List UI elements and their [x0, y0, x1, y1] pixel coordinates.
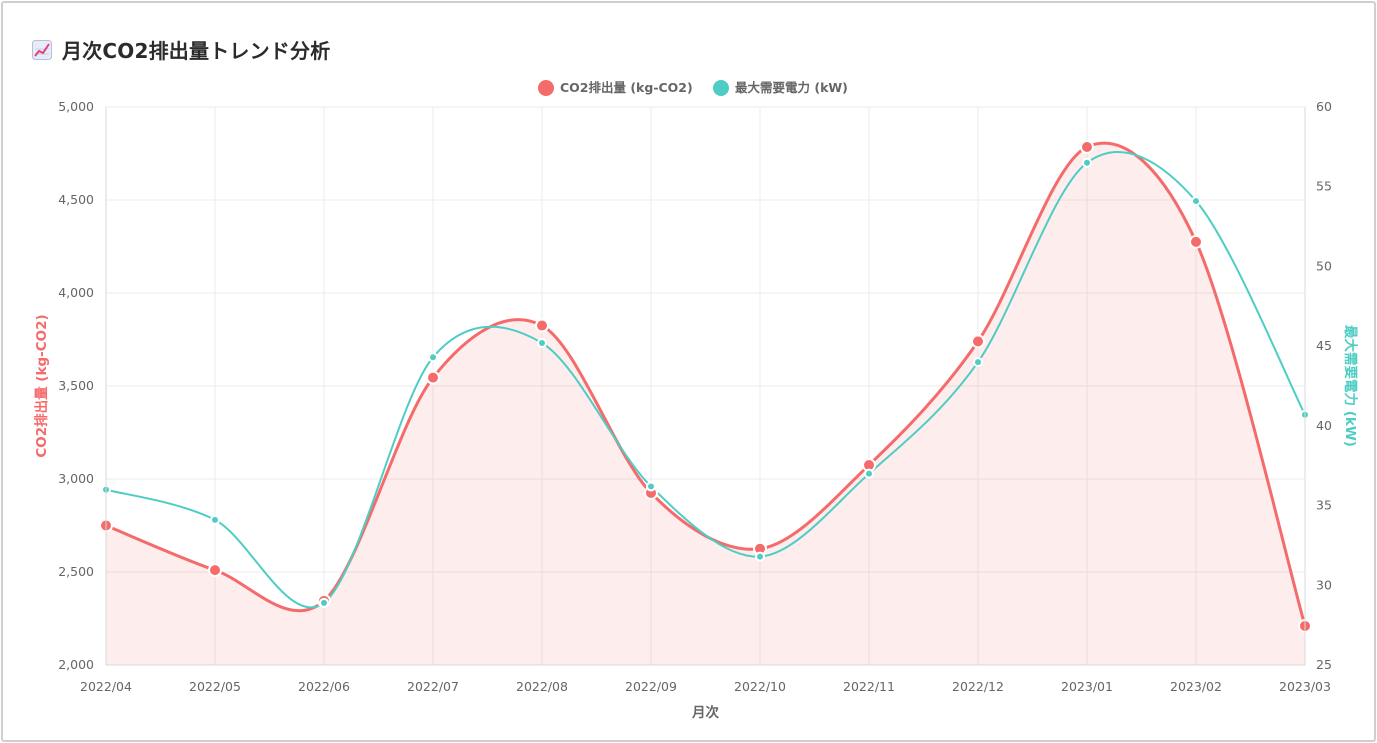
- demand-data-point[interactable]: [537, 337, 547, 348]
- legend-item-co2[interactable]: CO2排出量 (kg-CO2): [538, 80, 693, 96]
- legend-label: CO2排出量 (kg-CO2): [560, 80, 693, 95]
- y-left-tick-label: 5,000: [58, 99, 94, 114]
- y-right-tick-label: 45: [1316, 338, 1332, 353]
- y-left-tick-label: 4,500: [58, 192, 94, 207]
- y-left-tick-label: 2,500: [58, 564, 94, 579]
- y-right-tick-label: 35: [1316, 498, 1332, 513]
- y-right-tick-label: 30: [1316, 577, 1332, 592]
- x-tick-label: 2023/01: [1061, 679, 1113, 694]
- legend-marker: [538, 80, 554, 96]
- demand-data-point[interactable]: [864, 468, 874, 479]
- x-tick-label: 2022/04: [80, 679, 132, 694]
- x-tick-label: 2022/05: [189, 679, 241, 694]
- x-tick-label: 2022/10: [734, 679, 786, 694]
- y-right-axis-title: 最大需要電力 (kW): [1342, 325, 1359, 447]
- x-tick-label: 2022/12: [952, 679, 1004, 694]
- series-area-fill: [106, 143, 1305, 666]
- demand-data-point[interactable]: [973, 357, 983, 368]
- x-tick-label: 2022/08: [516, 679, 568, 694]
- x-tick-label: 2022/09: [625, 679, 677, 694]
- y-left-tick-label: 4,000: [58, 285, 94, 300]
- y-left-tick-label: 3,500: [58, 378, 94, 393]
- co2-data-point[interactable]: [426, 370, 440, 385]
- demand-data-point[interactable]: [210, 514, 220, 525]
- y-right-tick-label: 50: [1316, 258, 1332, 273]
- x-axis-title: 月次: [691, 704, 720, 721]
- legend-marker: [713, 80, 729, 96]
- y-right-tick-label: 60: [1316, 99, 1332, 114]
- x-tick-label: 2022/07: [407, 679, 459, 694]
- co2-data-point[interactable]: [1189, 234, 1203, 249]
- demand-data-point[interactable]: [319, 597, 329, 608]
- y-right-tick-label: 25: [1316, 657, 1332, 672]
- co2-data-point[interactable]: [535, 318, 549, 333]
- chart-increasing-icon: [32, 39, 52, 60]
- x-tick-label: 2023/02: [1170, 679, 1222, 694]
- page-title: 月次CO2排出量トレンド分析: [62, 39, 331, 63]
- legend-label: 最大需要電力 (kW): [735, 80, 848, 95]
- y-left-tick-label: 3,000: [58, 471, 94, 486]
- x-tick-label: 2022/06: [298, 679, 350, 694]
- x-tick-label: 2022/11: [843, 679, 895, 694]
- demand-data-point[interactable]: [755, 551, 765, 562]
- x-tick-label: 2023/03: [1279, 679, 1331, 694]
- chart-header: 月次CO2排出量トレンド分析: [32, 35, 330, 64]
- y-left-axis-title: CO2排出量 (kg-CO2): [33, 314, 50, 457]
- co2-data-point[interactable]: [971, 334, 985, 349]
- demand-data-point[interactable]: [1082, 157, 1092, 168]
- co2-data-point[interactable]: [208, 563, 222, 578]
- demand-data-point[interactable]: [646, 481, 656, 492]
- y-left-tick-label: 2,000: [58, 657, 94, 672]
- demand-data-point[interactable]: [1191, 196, 1201, 207]
- y-right-tick-label: 55: [1316, 179, 1332, 194]
- legend-item-demand[interactable]: 最大需要電力 (kW): [713, 80, 848, 96]
- demand-data-point[interactable]: [428, 352, 438, 363]
- y-right-tick-label: 40: [1316, 418, 1332, 433]
- co2-data-point[interactable]: [1080, 139, 1094, 154]
